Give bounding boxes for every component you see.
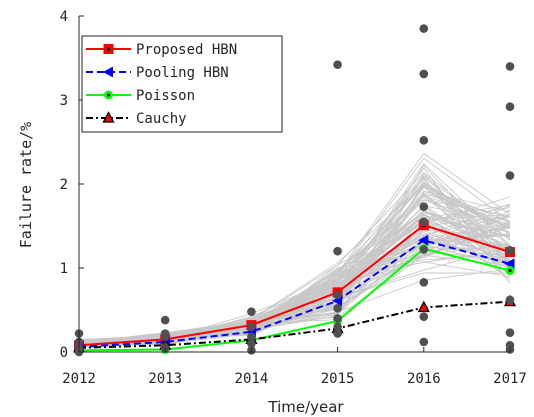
- sample-trace: [78, 192, 511, 347]
- series-marker: [103, 66, 113, 78]
- observed-point: [505, 62, 515, 71]
- observed-point: [333, 290, 342, 300]
- legend-label: Poisson: [136, 88, 195, 104]
- observed-point: [247, 322, 256, 332]
- observed-point: [419, 245, 429, 254]
- sample-trace: [78, 204, 511, 345]
- observed-point: [419, 312, 429, 322]
- observed-point: [419, 136, 429, 145]
- sample-trace: [78, 205, 511, 346]
- legend-box: [81, 35, 283, 133]
- observed-point: [419, 69, 429, 79]
- series-marker: [102, 111, 115, 123]
- observed-point: [333, 60, 342, 70]
- series-marker-center: [106, 93, 111, 97]
- observed-point: [505, 171, 515, 180]
- legend-item: Poisson: [86, 88, 195, 104]
- sample-trace: [78, 234, 511, 341]
- y-tick-label: 0: [60, 345, 68, 361]
- x-tick-label: 2017: [493, 371, 527, 387]
- y-tick-label: 3: [60, 93, 68, 109]
- sample-trace: [78, 204, 511, 345]
- legend: Proposed HBN Pooling HBN Poisson Cauchy: [81, 35, 283, 133]
- sample-trace: [78, 233, 511, 346]
- x-tick-label: 2015: [321, 371, 355, 387]
- observed-point: [505, 295, 515, 305]
- y-axis-label: Failure rate/%: [17, 122, 35, 248]
- sample-trace: [78, 209, 511, 346]
- observed-point: [333, 246, 342, 256]
- legend-label: Proposed HBN: [136, 42, 237, 58]
- observed-point: [505, 328, 515, 337]
- axes: 2012 2013 2014 2015 2016 2017 0 1 2 3 4: [60, 9, 527, 387]
- y-tick-label: 2: [60, 177, 68, 193]
- series-marker-center: [106, 47, 111, 51]
- x-tick-label: 2016: [407, 371, 441, 387]
- x-axis-label: Time/year: [267, 398, 344, 416]
- observed-point: [419, 217, 429, 227]
- sample-trace: [78, 213, 511, 346]
- observed-point: [160, 315, 170, 325]
- observed-point: [419, 277, 429, 287]
- series-marker: [418, 234, 429, 246]
- posterior-sample-traces: [78, 152, 511, 348]
- sample-trace: [78, 233, 511, 344]
- sample-trace: [78, 172, 511, 346]
- legend-item: Cauchy: [86, 111, 187, 127]
- series-line: [78, 300, 511, 349]
- observed-point: [505, 246, 515, 255]
- sample-trace: [78, 272, 511, 344]
- y-tick-label: 1: [60, 261, 68, 277]
- series-marker: [417, 300, 430, 313]
- series-line: [78, 224, 511, 347]
- x-tick-label: 2012: [62, 371, 96, 387]
- observed-point: [333, 322, 342, 332]
- observed-point: [160, 332, 170, 342]
- series-line: [78, 247, 511, 352]
- sample-trace: [78, 176, 511, 343]
- x-tick-label: 2014: [235, 371, 269, 387]
- observed-point: [419, 202, 429, 211]
- observed-point: [419, 337, 429, 347]
- legend-label: Cauchy: [136, 111, 187, 127]
- observed-point: [333, 314, 342, 323]
- sample-trace: [78, 248, 511, 342]
- sample-trace: [78, 221, 511, 348]
- observed-point: [247, 307, 256, 316]
- legend-item: Proposed HBN: [86, 42, 237, 58]
- observed-point: [333, 304, 342, 313]
- observed-point: [333, 329, 342, 338]
- legend-item: Pooling HBN: [86, 65, 229, 81]
- legend-label: Pooling HBN: [136, 65, 229, 81]
- sample-trace: [78, 234, 511, 341]
- y-tick-label: 4: [60, 9, 68, 25]
- series-marker-center: [508, 268, 512, 273]
- observed-point: [247, 339, 256, 348]
- observed-point: [505, 102, 515, 112]
- observed-point: [419, 24, 429, 33]
- x-tick-label: 2013: [148, 371, 182, 387]
- series-line: [78, 239, 511, 348]
- observed-point: [247, 332, 256, 342]
